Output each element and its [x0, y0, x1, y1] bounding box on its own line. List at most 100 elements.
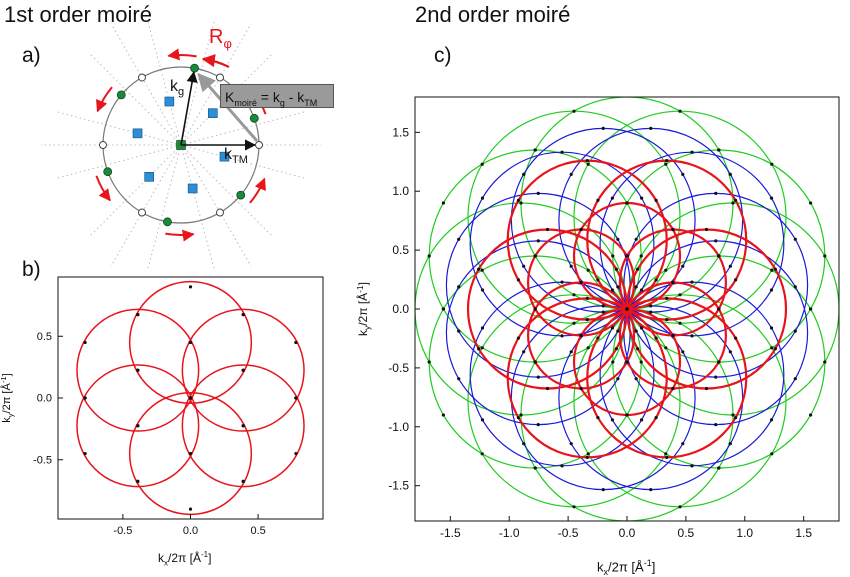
- formula-box: Kmoiré = kg - kTM: [220, 84, 334, 108]
- data-point: [704, 227, 709, 232]
- data-point: [427, 254, 431, 258]
- ray-line: [55, 110, 182, 146]
- data-point: [294, 340, 298, 345]
- data-point: [596, 336, 600, 340]
- y-tick-label: 1.5: [392, 125, 409, 139]
- data-point: [681, 264, 685, 268]
- data-point: [611, 254, 615, 258]
- data-point: [690, 150, 694, 154]
- data-point: [731, 413, 735, 417]
- data-point: [136, 424, 140, 428]
- ray-line: [180, 144, 216, 271]
- rotation-label: Rφ: [209, 26, 232, 51]
- data-point: [601, 488, 605, 492]
- data-point: [536, 191, 540, 195]
- data-point: [533, 254, 537, 258]
- data-point: [586, 452, 590, 456]
- data-point: [596, 415, 600, 420]
- data-point: [241, 368, 245, 372]
- data-point: [681, 350, 685, 354]
- data-point: [671, 386, 675, 391]
- y-axis-label: ky/2π [Å-1]: [0, 373, 15, 422]
- data-point: [714, 423, 718, 427]
- data-point: [569, 350, 573, 354]
- data-point: [616, 285, 620, 289]
- data-point: [769, 288, 774, 292]
- data-point: [427, 360, 431, 364]
- data-point: [136, 313, 140, 317]
- kg-label: kg: [170, 78, 185, 99]
- data-point: [665, 159, 669, 163]
- data-point: [241, 424, 245, 428]
- data-point: [733, 415, 738, 420]
- data-point: [441, 201, 446, 205]
- data-point: [717, 254, 721, 258]
- data-point: [671, 333, 675, 338]
- data-point: [519, 413, 523, 417]
- y-tick-label: 0.0: [37, 393, 52, 405]
- data-point: [654, 278, 658, 282]
- data-point: [664, 268, 668, 272]
- data-point: [480, 162, 484, 166]
- data-point: [560, 334, 564, 338]
- data-point: [477, 267, 481, 271]
- ray-line: [88, 52, 182, 146]
- data-point: [733, 336, 738, 340]
- moire-spot: [132, 128, 143, 139]
- data-point: [533, 307, 537, 311]
- ktm-label: kTM: [224, 146, 248, 167]
- data-point: [690, 464, 694, 468]
- data-point: [457, 329, 461, 333]
- data-point: [717, 148, 721, 152]
- data-point: [793, 285, 797, 289]
- data-point: [728, 442, 732, 446]
- data-point: [480, 326, 485, 330]
- moire-spot: [219, 151, 230, 162]
- data-point: [733, 198, 738, 203]
- data-point: [516, 415, 521, 420]
- data-point: [457, 237, 461, 241]
- y-tick-label: 1.0: [392, 184, 409, 198]
- data-point: [596, 198, 600, 203]
- rotation-arrow-main: [201, 54, 230, 68]
- data-point: [634, 377, 638, 381]
- data-point: [823, 360, 827, 364]
- title-first-order: 1st order moiré: [4, 2, 152, 27]
- rotation-arrow: [167, 48, 197, 61]
- data-point: [480, 346, 484, 350]
- graphene-spot: [163, 217, 172, 227]
- axis-ray: [180, 23, 252, 146]
- data-point: [671, 227, 675, 232]
- data-point: [586, 162, 590, 166]
- data-point: [636, 347, 640, 351]
- data-point: [610, 418, 615, 422]
- data-point: [533, 148, 537, 152]
- data-point: [136, 368, 140, 372]
- y-tick-label: -1.0: [388, 420, 409, 434]
- data-point: [625, 307, 629, 311]
- data-point: [516, 278, 521, 282]
- data-point: [649, 126, 653, 130]
- data-point: [572, 293, 576, 297]
- axis-ray: [110, 23, 182, 146]
- data-point: [649, 310, 653, 314]
- data-point: [585, 318, 589, 322]
- data-point: [636, 267, 640, 271]
- series-circle: [76, 308, 200, 432]
- data-point: [533, 466, 537, 470]
- ray-line: [180, 52, 274, 146]
- data-point: [634, 329, 638, 333]
- panel-c-label: c): [434, 44, 452, 67]
- data-point: [639, 196, 644, 200]
- series-circle: [181, 364, 305, 488]
- data-point: [585, 159, 589, 163]
- panel-c-xlabel: kx/2π [Å-1]: [597, 558, 656, 577]
- data-point: [665, 455, 669, 459]
- rotation-arrow: [95, 175, 111, 202]
- data-point: [480, 452, 484, 456]
- data-point: [671, 280, 675, 285]
- data-point: [625, 254, 629, 258]
- data-point: [714, 375, 718, 379]
- ray-line: [180, 144, 274, 238]
